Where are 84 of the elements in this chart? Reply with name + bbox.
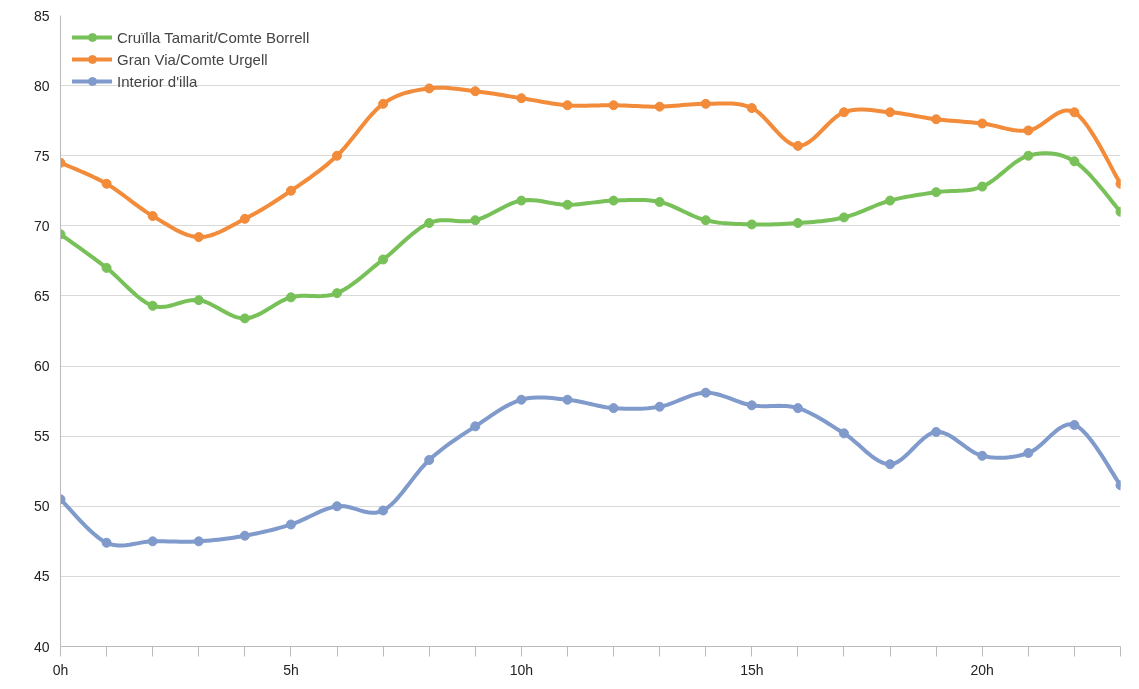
point (838, 107, 849, 118)
y-tick-label: 80 (33, 77, 50, 94)
point (424, 218, 435, 229)
point (285, 185, 296, 196)
point (700, 387, 711, 398)
point (792, 140, 803, 151)
point (470, 421, 481, 432)
point (654, 197, 665, 207)
point (424, 83, 435, 94)
point (1023, 125, 1034, 136)
point (562, 199, 573, 210)
point (516, 93, 527, 104)
point (746, 103, 757, 114)
point (516, 195, 527, 206)
point (101, 262, 112, 273)
point (332, 288, 343, 299)
point (516, 394, 527, 405)
point (1069, 107, 1080, 118)
point (931, 187, 942, 198)
point (147, 211, 158, 222)
point (885, 459, 896, 470)
point (378, 98, 389, 109)
point (193, 295, 204, 306)
point (792, 218, 803, 229)
point (608, 195, 619, 206)
point (147, 536, 158, 547)
point (792, 403, 803, 414)
point (885, 195, 896, 206)
y-tick-label: 70 (33, 217, 50, 234)
point (378, 254, 389, 265)
point (700, 98, 711, 109)
point (470, 215, 481, 226)
point (654, 101, 665, 112)
point (1023, 150, 1034, 161)
point (562, 394, 573, 405)
x-tick-label: 5h (283, 661, 299, 678)
x-tick-label: 20h (970, 661, 994, 678)
point (332, 150, 343, 161)
y-tick-label: 60 (33, 358, 50, 375)
point (977, 118, 988, 129)
point (239, 313, 250, 324)
point (931, 426, 942, 437)
y-tick-label: 45 (33, 568, 50, 585)
point (285, 519, 296, 530)
point (147, 300, 158, 311)
point (101, 178, 112, 189)
point (1069, 156, 1080, 167)
y-tick-label: 85 (33, 7, 50, 24)
point (193, 536, 204, 547)
point (746, 219, 757, 230)
x-tick-label: 0h (52, 661, 69, 678)
point (1069, 419, 1080, 430)
point (931, 114, 942, 125)
point (885, 107, 896, 118)
point (608, 100, 619, 111)
point (101, 537, 112, 548)
point (562, 100, 573, 111)
point (838, 428, 849, 439)
y-tick-label: 50 (33, 498, 50, 515)
point (977, 450, 988, 461)
point (332, 501, 343, 512)
point (977, 181, 988, 192)
point (654, 401, 665, 412)
legend-label: Interior d'illa (117, 72, 198, 90)
point (470, 86, 481, 97)
y-tick-label: 55 (33, 428, 50, 445)
y-tick-label: 65 (33, 287, 50, 304)
point (193, 232, 204, 243)
x-tick-label: 10h (509, 661, 534, 678)
point (746, 400, 757, 411)
point (1023, 448, 1034, 458)
legend-label: Cruïlla Tamarit/Comte Borrell (117, 28, 310, 46)
x-tick-label: 15h (740, 661, 764, 678)
point (424, 455, 435, 465)
point (608, 403, 619, 414)
point (838, 212, 849, 223)
y-tick-label: 75 (33, 147, 50, 164)
point (700, 215, 711, 226)
y-tick-label: 40 (33, 638, 50, 655)
point (285, 292, 296, 303)
point (239, 213, 250, 224)
point (378, 505, 389, 516)
legend-label: Gran Via/Comte Urgell (117, 50, 268, 68)
point (239, 530, 250, 541)
